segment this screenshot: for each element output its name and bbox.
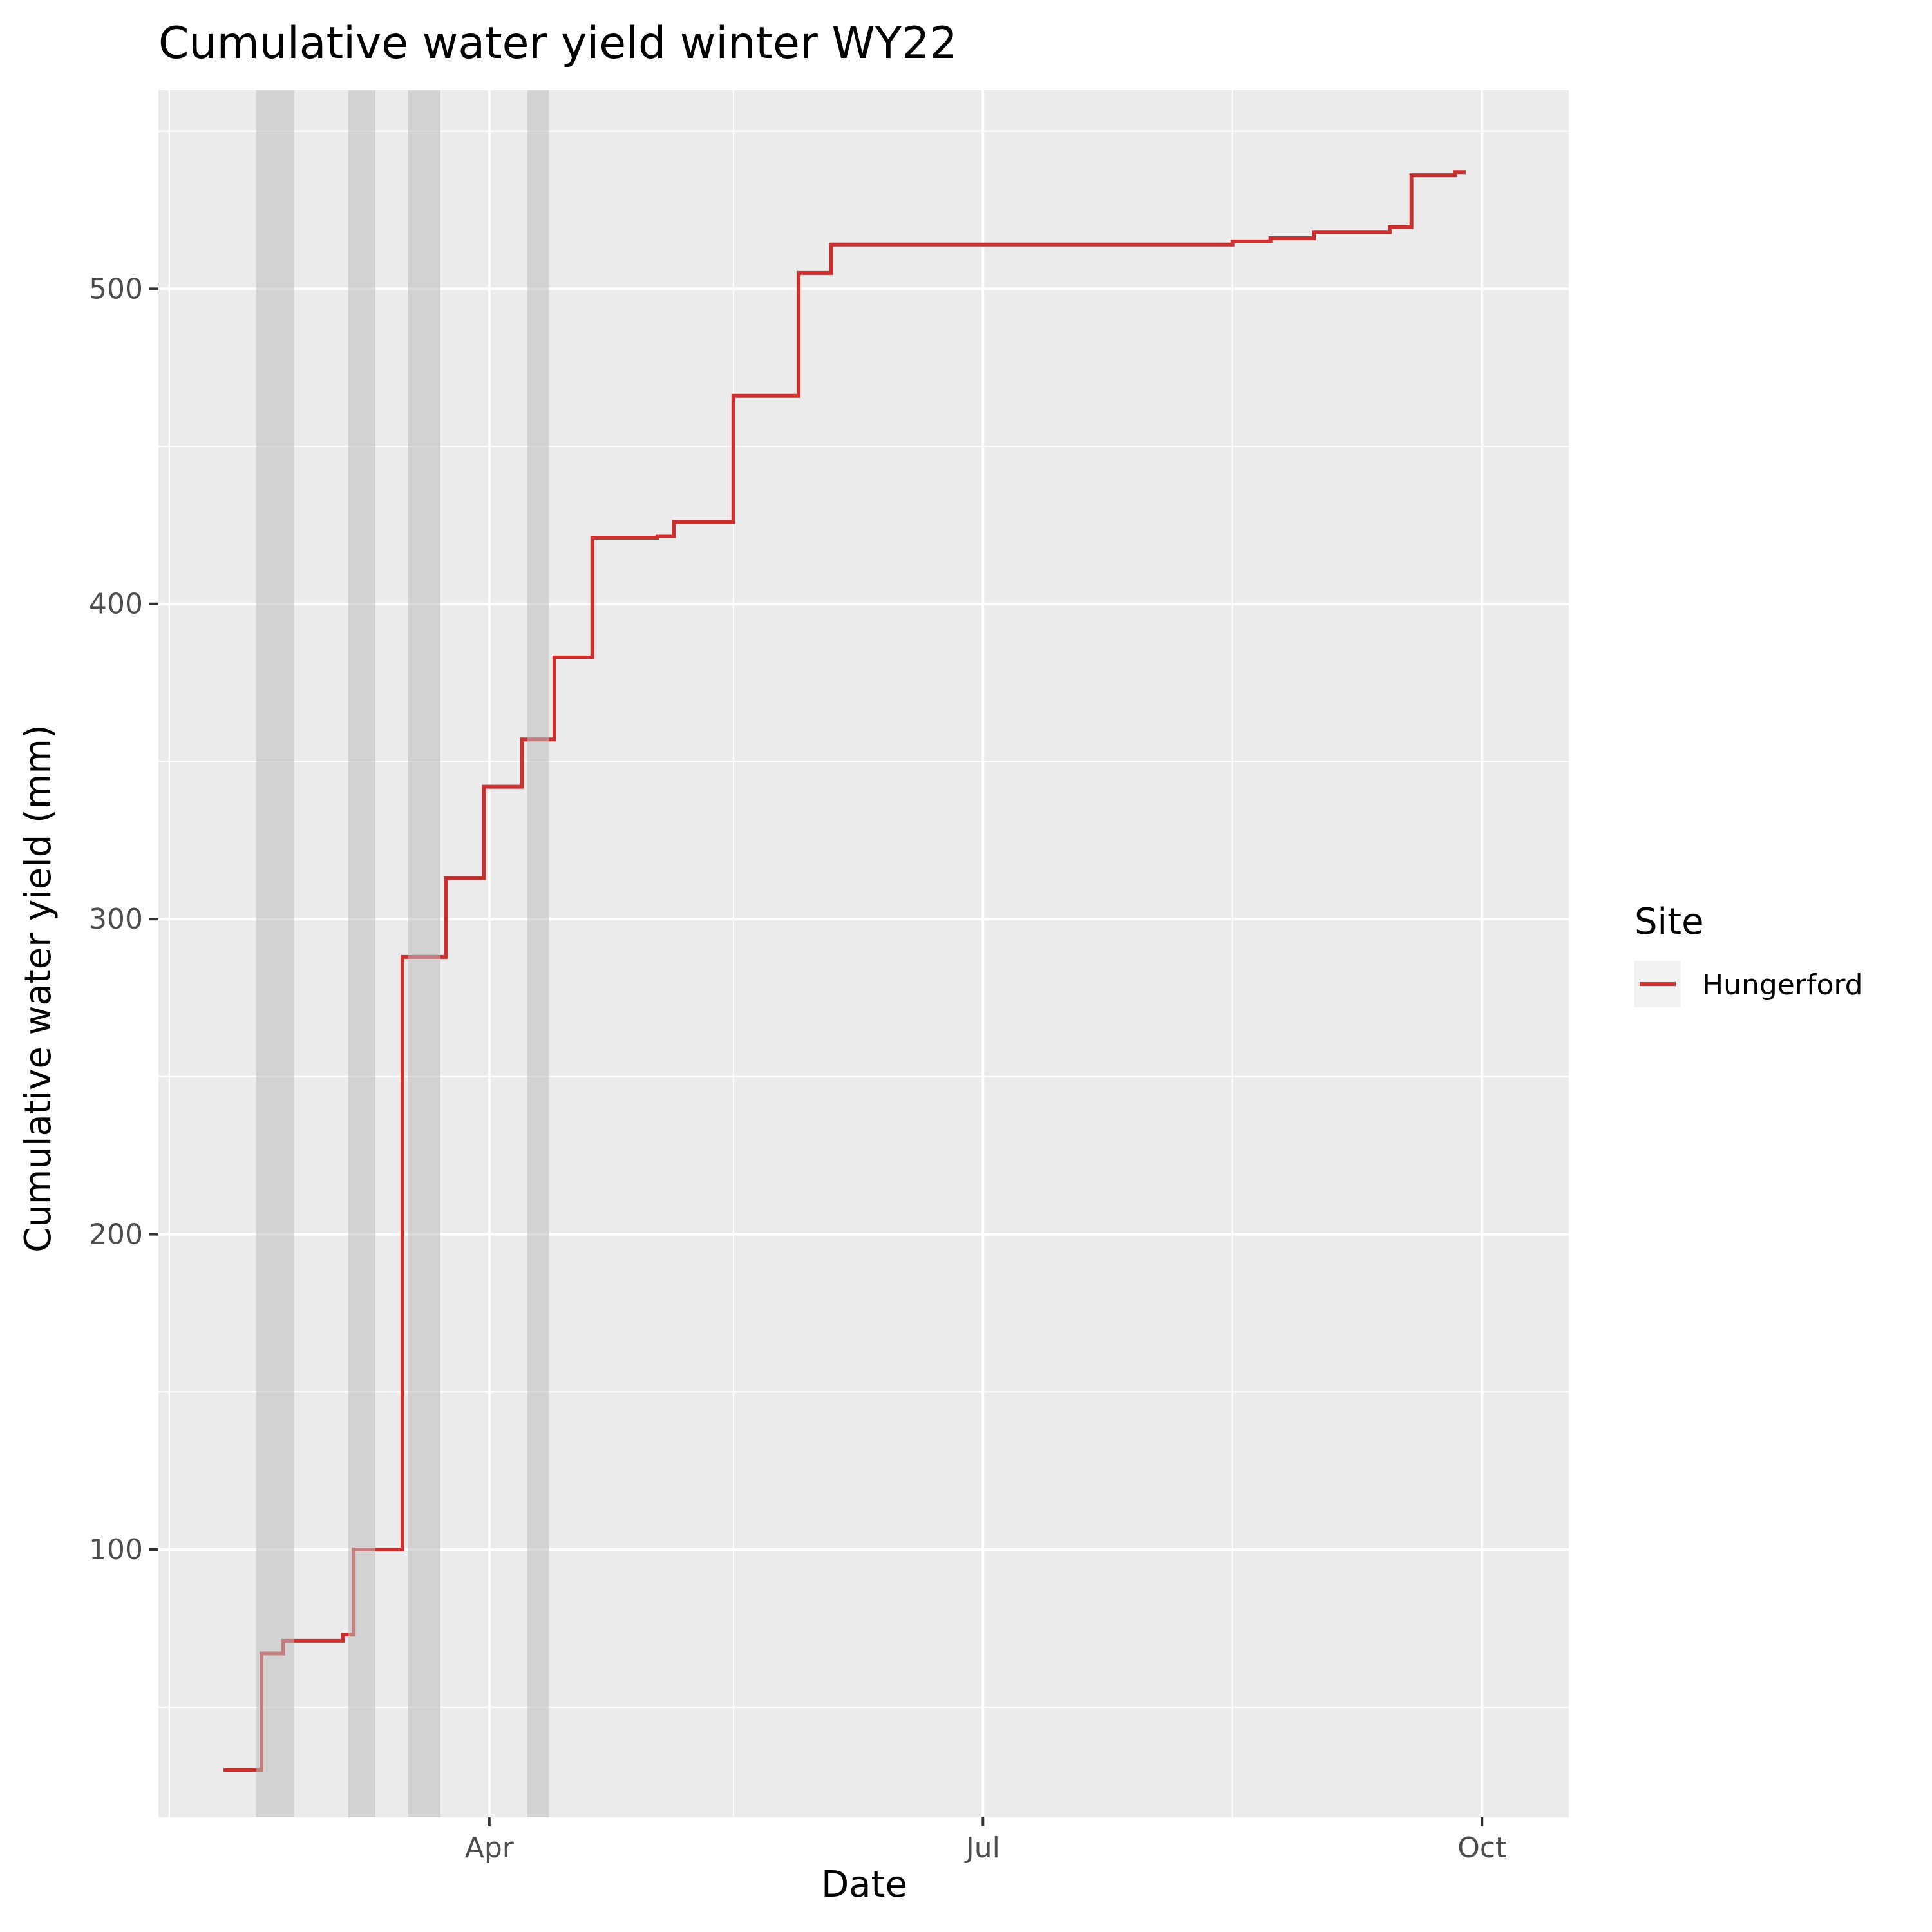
y-tick-label: 200	[89, 1218, 143, 1251]
y-axis-title: Cumulative water yield (mm)	[17, 724, 59, 1253]
legend-title: Site	[1634, 901, 1704, 943]
plot-panel	[158, 90, 1569, 1817]
y-tick-label: 400	[89, 588, 143, 621]
x-tick-label: Jul	[964, 1832, 1000, 1864]
chart-title: Cumulative water yield winter WY22	[158, 18, 958, 69]
y-tick-label: 100	[89, 1533, 143, 1566]
y-tick-label: 300	[89, 903, 143, 936]
legend: Site Hungerford	[1634, 901, 1863, 1007]
x-tick-label: Apr	[465, 1832, 515, 1864]
x-tick-label: Oct	[1457, 1832, 1506, 1864]
shaded-period	[527, 90, 549, 1817]
shaded-period	[256, 90, 294, 1817]
axes: 100 200 300 400 500 Apr Jul Oct	[89, 272, 1506, 1864]
panel-background	[158, 90, 1569, 1817]
y-tick-label: 500	[89, 272, 143, 305]
legend-label-hungerford: Hungerford	[1702, 969, 1863, 1001]
shaded-period	[348, 90, 375, 1817]
shaded-period	[408, 90, 440, 1817]
x-axis-title: Date	[821, 1864, 907, 1906]
